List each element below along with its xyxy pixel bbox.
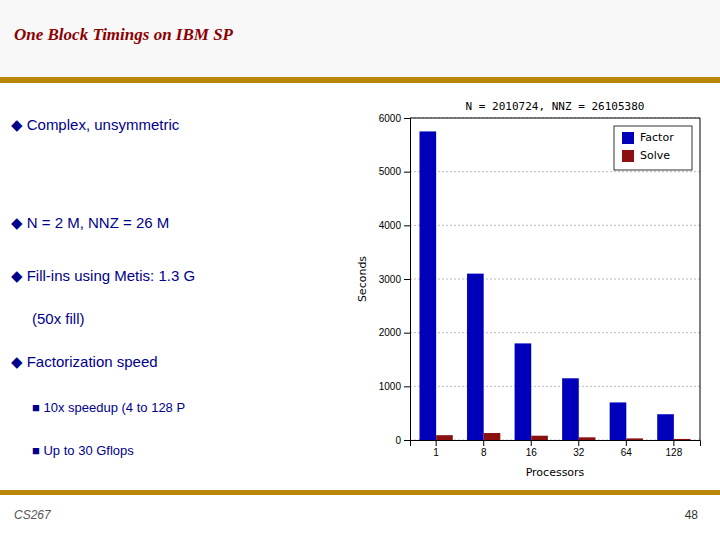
- y-tick-mark: [404, 172, 410, 173]
- y-tick-mark: [404, 225, 410, 226]
- x-tick: 64: [621, 440, 633, 458]
- x-tick-mark: [436, 440, 437, 446]
- legend-label: Factor: [640, 131, 674, 144]
- bullet: ◆ Fill-ins using Metis: 1.3 G: [11, 267, 195, 284]
- y-tick: 5000: [379, 166, 410, 177]
- grid: [410, 118, 700, 440]
- title-separator: [0, 77, 720, 83]
- y-tick-label: 1000: [379, 381, 402, 392]
- x-tick: 32: [573, 440, 585, 458]
- x-tick-label: 128: [666, 447, 683, 458]
- y-tick-mark: [404, 118, 410, 119]
- bar: [420, 131, 437, 440]
- bar: [515, 343, 532, 440]
- title-bar: [0, 0, 720, 78]
- legend-swatch: [622, 150, 634, 162]
- y-tick: 4000: [379, 220, 410, 231]
- y-tick-label: 0: [395, 435, 401, 446]
- x-tick: 128: [666, 440, 683, 458]
- plot-frame: [700, 118, 701, 440]
- bar: [674, 439, 691, 440]
- legend-item: Solve: [622, 149, 670, 162]
- bar: [610, 402, 627, 440]
- y-tick-mark: [404, 440, 410, 441]
- bullet: ◆ Complex, unsymmetric: [11, 116, 180, 133]
- grid-line: [410, 171, 700, 172]
- bar: [467, 274, 484, 440]
- x-tick-mark: [483, 440, 484, 446]
- slide-title: One Block Timings on IBM SP: [14, 25, 234, 44]
- y-tick-label: 3000: [379, 274, 402, 285]
- y-tick: 2000: [379, 327, 410, 338]
- y-tick: 6000: [379, 113, 410, 124]
- x-tick-mark: [626, 440, 627, 446]
- bar: [484, 433, 501, 440]
- legend-frame: [614, 126, 692, 170]
- x-tick-mark: [531, 440, 532, 446]
- x-tick: 8: [481, 440, 487, 458]
- y-tick: 3000: [379, 274, 410, 285]
- x-axis: 1 8 16 32 64 128: [411, 440, 701, 458]
- x-tick-mark: [673, 440, 674, 446]
- y-tick-label: 6000: [379, 113, 402, 124]
- sub-bullet: ■ Up to 30 Gflops: [32, 443, 134, 458]
- page-number: 48: [685, 508, 699, 522]
- slide: One Block Timings on IBM SP ◆ Complex, un…: [0, 0, 720, 540]
- x-tick: 16: [526, 440, 538, 458]
- legend-swatch: [622, 132, 634, 144]
- x-tick-label: 8: [481, 447, 487, 458]
- bullet: ◆ Factorization speed: [11, 353, 158, 370]
- x-axis-line: [411, 441, 701, 447]
- bars: [420, 131, 691, 440]
- x-tick-label: 16: [526, 447, 538, 458]
- y-tick-mark: [404, 386, 410, 387]
- y-tick: 1000: [379, 381, 410, 392]
- bar: [579, 437, 596, 440]
- x-axis-title: Processors: [526, 466, 585, 479]
- y-tick-mark: [404, 333, 410, 334]
- legend: Factor Solve: [614, 126, 692, 170]
- x-tick-mark: [578, 440, 579, 446]
- footer-text: CS267: [14, 508, 52, 522]
- y-axis-title: Seconds: [356, 256, 369, 302]
- y-tick-label: 2000: [379, 327, 402, 338]
- grid-line: [410, 225, 700, 226]
- bar: [531, 436, 548, 440]
- chart: 0 1000 2000 3000 4000 5000 6000 1 8 16 32 64 128 N = …: [356, 100, 701, 479]
- plot-frame: [410, 118, 700, 119]
- x-tick-label: 32: [573, 447, 585, 458]
- bar-series: [436, 433, 690, 440]
- x-tick: 1: [433, 440, 439, 458]
- legend-item: Factor: [622, 131, 674, 144]
- bar-series: [420, 131, 674, 440]
- bar: [562, 378, 579, 440]
- footer-separator: [0, 490, 720, 495]
- bar: [436, 435, 453, 440]
- grid-line: [410, 386, 700, 387]
- legend-label: Solve: [640, 149, 670, 162]
- grid-line: [410, 332, 700, 333]
- grid-line: [410, 279, 700, 280]
- chart-title: N = 2010724, NNZ = 26105380: [466, 100, 645, 113]
- y-tick: 0: [395, 435, 410, 446]
- y-tick-label: 5000: [379, 166, 402, 177]
- y-axis: 0 1000 2000 3000 4000 5000 6000: [379, 113, 411, 446]
- sub-bullet: ■ 10x speedup (4 to 128 P: [32, 400, 185, 415]
- bullet-continuation: (50x fill): [32, 310, 85, 327]
- y-axis-line: [404, 119, 411, 441]
- y-tick-mark: [404, 279, 410, 280]
- y-tick-label: 4000: [379, 220, 402, 231]
- grid-line: [410, 118, 700, 119]
- x-tick-label: 64: [621, 447, 633, 458]
- bar: [657, 414, 674, 440]
- x-tick-label: 1: [433, 447, 439, 458]
- bullet: ◆ N = 2 M, NNZ = 26 M: [11, 214, 169, 231]
- bar: [626, 438, 643, 440]
